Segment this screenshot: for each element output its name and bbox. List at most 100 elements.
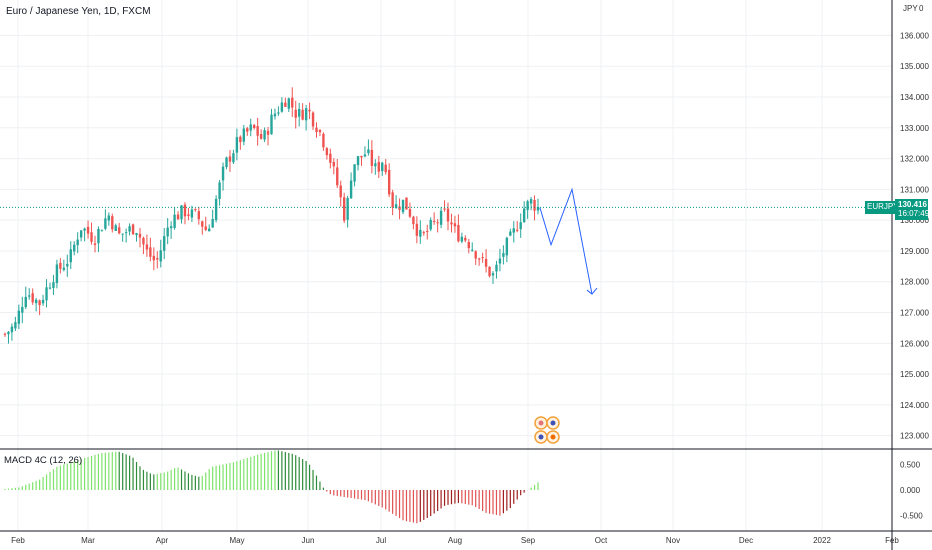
candle-body [408, 209, 412, 217]
candle-body [124, 232, 128, 234]
candle-body [145, 244, 149, 250]
candle-body [464, 237, 467, 241]
candle-body [69, 249, 72, 263]
candle-body [239, 136, 242, 143]
candle-body [484, 259, 488, 267]
candle-body [381, 162, 384, 172]
candle-body [367, 149, 370, 154]
candle-body [287, 98, 291, 109]
candle-body [415, 223, 419, 236]
price-tick-label: 126.000 [900, 339, 929, 348]
candle-body [387, 169, 391, 195]
candle-body [121, 233, 124, 235]
candle-body [17, 310, 21, 324]
macd-histogram [4, 450, 539, 524]
time-tick-label: Nov [666, 536, 680, 545]
candle-body [412, 216, 415, 225]
grid [0, 0, 893, 530]
time-tick-label: 2022 [813, 536, 831, 545]
candle-body [252, 124, 256, 129]
candle-body [370, 149, 374, 166]
candle-body [38, 300, 41, 306]
candle-body [128, 226, 131, 232]
candle-body [190, 209, 194, 218]
price-tick-label: 123.000 [900, 432, 929, 441]
candle-body [529, 199, 533, 204]
time-tick-label: Jul [376, 536, 386, 545]
projection-path [539, 187, 593, 295]
candle-body [45, 287, 48, 301]
candle-body [336, 167, 339, 186]
candle-body [21, 306, 24, 313]
candle-body [332, 162, 335, 167]
price-tick-label: 130.000 [900, 216, 929, 225]
candle-body [48, 287, 52, 289]
candle-body [356, 156, 360, 166]
candle-body [259, 134, 263, 139]
candle-body [401, 199, 405, 213]
candle-body [204, 226, 207, 230]
candle-body [208, 228, 211, 232]
candle-body [176, 214, 180, 220]
candle-body [97, 228, 100, 244]
macd-tick-label: -0.500 [900, 512, 923, 521]
time-tick-label: Jun [302, 536, 315, 545]
candle-body [79, 230, 83, 238]
time-tick-label: Dec [739, 536, 753, 545]
time-tick-label: Feb [11, 536, 25, 545]
candlestick-series [0, 87, 892, 344]
candle-body [394, 204, 398, 208]
candle-body [436, 222, 439, 224]
event-badges[interactable] [534, 416, 560, 444]
candle-body [41, 299, 45, 304]
candle-body [76, 239, 79, 246]
candle-body [273, 113, 277, 117]
candle-body [481, 257, 484, 259]
candle-body [59, 262, 62, 269]
candle-body [346, 198, 349, 220]
axis-currency-label[interactable]: JPY [903, 4, 918, 13]
price-tick-label: 135.000 [900, 62, 929, 71]
candle-body [280, 102, 284, 112]
axis-zero-label: 0 [919, 4, 924, 13]
candle-body [142, 237, 145, 245]
event-badge-dot [550, 434, 556, 440]
candle-body [304, 108, 308, 121]
candle-body [477, 258, 481, 260]
candle-body [218, 182, 221, 199]
candle-body [318, 129, 322, 133]
candle-body [422, 232, 425, 234]
candle-body [3, 333, 7, 335]
candle-body [495, 264, 498, 272]
candle-body [284, 102, 287, 107]
candle-body [460, 236, 464, 242]
candle-body [194, 209, 197, 211]
candle-body [100, 230, 104, 232]
candle-body [7, 331, 10, 335]
candle-body [374, 163, 377, 167]
candle-body [256, 126, 259, 136]
candle-body [488, 266, 491, 277]
time-tick-label: Apr [156, 536, 169, 545]
candle-body [516, 229, 519, 231]
candle-body [201, 221, 204, 227]
candle-body [270, 114, 273, 135]
candle-body [453, 223, 457, 227]
candle-body [214, 198, 218, 220]
candle-body [114, 225, 117, 232]
candle-body [536, 207, 540, 211]
candle-body [322, 133, 325, 148]
price-tick-label: 132.000 [900, 155, 929, 164]
time-tick-label: Sep [521, 536, 536, 545]
candle-body [325, 148, 329, 156]
price-tick-label: 125.000 [900, 370, 929, 379]
candle-body [152, 255, 156, 261]
candle-body [159, 250, 162, 262]
candle-body [14, 322, 17, 329]
candle-body [277, 112, 280, 114]
candle-body [329, 153, 332, 163]
time-tick-label: Oct [595, 536, 608, 545]
candle-body [301, 109, 304, 120]
candle-body [266, 130, 270, 135]
candle-body [363, 154, 367, 157]
